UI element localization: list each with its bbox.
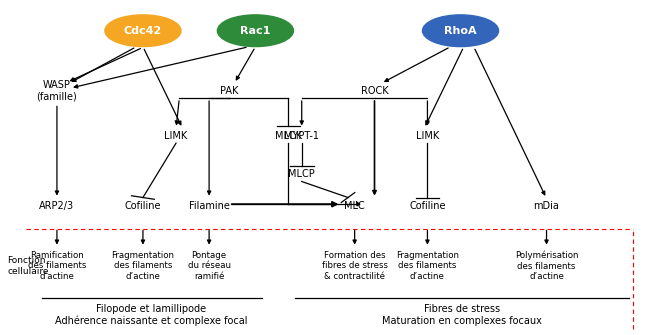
Text: Cofiline: Cofiline: [125, 201, 161, 211]
Text: Ramification
des filaments
d’actine: Ramification des filaments d’actine: [28, 251, 86, 281]
Text: Fragmentation
des filaments
d’actine: Fragmentation des filaments d’actine: [111, 251, 174, 281]
Text: MYPT-1: MYPT-1: [284, 131, 319, 141]
Text: RhoA: RhoA: [444, 26, 477, 36]
Text: Fonction
cellulaire: Fonction cellulaire: [7, 256, 49, 276]
Text: Formation des
fibres de stress
& contractilité: Formation des fibres de stress & contrac…: [322, 251, 388, 281]
Text: ARP2/3: ARP2/3: [39, 201, 74, 211]
Text: mDia: mDia: [534, 201, 560, 211]
Text: Pontage
du réseau
ramifié: Pontage du réseau ramifié: [188, 251, 231, 281]
Text: Filopode et lamillipode
Adhérence naissante et complexe focal: Filopode et lamillipode Adhérence naissa…: [55, 304, 248, 326]
Text: MLC: MLC: [344, 201, 365, 211]
Text: Cofiline: Cofiline: [409, 201, 446, 211]
Text: Rac1: Rac1: [240, 26, 271, 36]
Text: Polymérisation
des filaments
d’actine: Polymérisation des filaments d’actine: [514, 251, 578, 281]
Text: Cdc42: Cdc42: [124, 26, 162, 36]
Text: LIMK: LIMK: [164, 131, 188, 141]
Text: MLCP: MLCP: [288, 169, 315, 179]
Text: Fibres de stress
Maturation en complexes focaux: Fibres de stress Maturation en complexes…: [382, 304, 542, 326]
Text: Fragmentation
des filaments
d’actine: Fragmentation des filaments d’actine: [396, 251, 459, 281]
Ellipse shape: [217, 15, 294, 47]
Text: WASP
(famille): WASP (famille): [36, 80, 78, 102]
Text: MLCK: MLCK: [275, 131, 302, 141]
Ellipse shape: [422, 15, 499, 47]
Text: ROCK: ROCK: [361, 86, 389, 96]
Text: LIMK: LIMK: [416, 131, 439, 141]
Text: PAK: PAK: [219, 86, 238, 96]
Text: Filamine: Filamine: [189, 201, 229, 211]
Ellipse shape: [105, 15, 181, 47]
